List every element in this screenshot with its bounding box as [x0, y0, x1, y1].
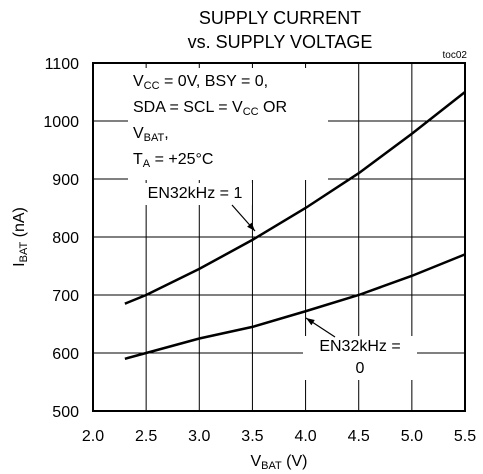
plot-frame [92, 62, 466, 412]
y-axis-label-part: I [11, 262, 28, 266]
y-tick-label: 500 [52, 404, 79, 421]
conditions-text-part: , [164, 125, 168, 142]
series-label: 0 [356, 360, 365, 377]
arrow-head [247, 222, 255, 231]
x-tick-label: 5.5 [454, 428, 476, 445]
conditions-text-part: T [133, 151, 143, 168]
conditions-text-part: OR [259, 99, 287, 116]
chart-title: SUPPLY CURRENT [199, 8, 361, 28]
data-line [124, 253, 466, 361]
x-tick-label: 4.5 [348, 428, 370, 445]
y-tick-label: 700 [52, 288, 79, 305]
x-axis-label-part: (V) [282, 453, 308, 470]
chart-title: vs. SUPPLY VOLTAGE [188, 32, 373, 52]
conditions-text-part: A [143, 158, 151, 170]
y-tick-label: 800 [52, 230, 79, 247]
conditions-text-part: BAT [144, 132, 165, 144]
conditions-text-part: = +25°C [150, 151, 213, 168]
x-axis-label: VBAT (V) [250, 453, 307, 472]
data-line [124, 91, 466, 305]
conditions-text-part: SDA = SCL = V [133, 99, 243, 116]
y-axis-label: IBAT (nA) [11, 207, 30, 267]
conditions-text: VCC = 0V, BSY = 0, [133, 73, 268, 92]
x-tick-label: 4.0 [294, 428, 316, 445]
conditions-text-part: V [133, 73, 144, 90]
series-label: EN32kHz = [319, 338, 400, 355]
conditions-background [128, 68, 328, 180]
series-label-background [138, 183, 252, 205]
x-axis-label-part: BAT [261, 460, 282, 472]
x-tick-label: 3.0 [188, 428, 210, 445]
conditions-text-part: CC [243, 106, 259, 118]
conditions-text-part: CC [144, 80, 160, 92]
conditions-text-part: = 0V, BSY = 0, [160, 73, 269, 90]
x-tick-label: 2.5 [135, 428, 157, 445]
conditions-text-part: V [133, 125, 144, 142]
figure-id: toc02 [443, 50, 468, 61]
conditions-text: VBAT, [133, 125, 169, 144]
y-tick-label: 600 [52, 346, 79, 363]
conditions-text: SDA = SCL = VCC OR [133, 99, 287, 118]
conditions-text: TA = +25°C [133, 151, 213, 170]
y-tick-label: 900 [52, 172, 79, 189]
x-tick-label: 3.5 [241, 428, 263, 445]
y-tick-label: 1100 [45, 56, 80, 73]
y-tick-label: 1000 [43, 114, 79, 131]
y-axis-label-part: BAT [18, 242, 30, 263]
x-tick-label: 2.0 [82, 428, 104, 445]
y-axis-label-part: (nA) [11, 207, 28, 242]
arrow-head [306, 318, 315, 326]
x-tick-label: 5.0 [401, 428, 423, 445]
x-axis-label-part: V [250, 453, 261, 470]
series-label: EN32kHz = 1 [148, 185, 243, 202]
series-label-background [303, 336, 417, 380]
